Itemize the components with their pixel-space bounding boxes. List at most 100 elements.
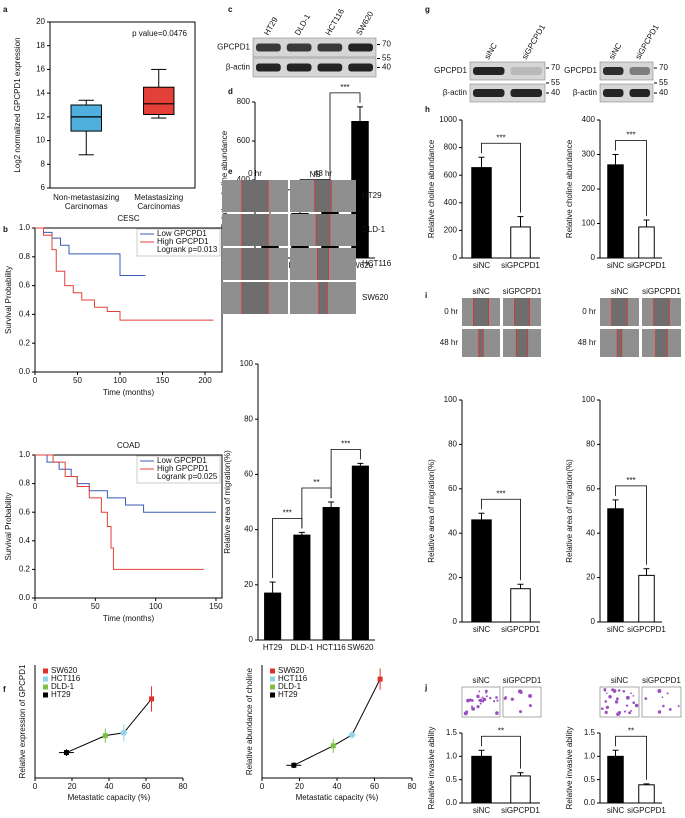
legend-label: Low GPCPD1 [157, 456, 207, 465]
y-axis-label: Survival Probability [4, 492, 13, 560]
stained-cell [603, 689, 606, 692]
micrograph [641, 686, 682, 718]
stained-cell [528, 704, 532, 708]
legend-label: HT29 [278, 690, 298, 699]
x-tick-label: siGPCPD1 [501, 261, 540, 270]
y-axis-label: Relative abundance of choline [245, 667, 254, 775]
legend-swatch [270, 668, 275, 674]
plot-frame [34, 454, 223, 599]
blot-band [317, 43, 343, 52]
y-tick-label: 60 [586, 484, 595, 493]
column-label: siNC [472, 676, 490, 685]
column-label: siGPCPD1 [503, 676, 542, 685]
x-tick-label: Non-metastasizing Carcinomas [53, 193, 120, 211]
y-tick-label: 60 [448, 484, 457, 493]
stained-cell [614, 700, 619, 704]
stained-cell [630, 709, 633, 712]
stained-cell [485, 691, 488, 694]
stained-cell [510, 697, 514, 701]
x-tick-label: siNC [473, 625, 491, 634]
x-tick-label: 0 [33, 782, 38, 791]
y-tick-label: 20 [36, 17, 45, 26]
significance-label: *** [283, 508, 292, 517]
scratch-gap [514, 298, 530, 326]
y-tick-label: 40 [448, 528, 457, 537]
y-tick-label: 100 [444, 395, 458, 404]
panel-label: c [228, 5, 233, 14]
panel-label: h [425, 105, 430, 114]
y-tick-label: 0.2 [19, 565, 31, 574]
scratch-gap [478, 329, 484, 357]
blot-row-label: GPCPD1 [564, 66, 597, 75]
y-tick-label: 40 [586, 528, 595, 537]
y-axis-label: Survival Probability [4, 266, 13, 334]
stained-cell [519, 710, 523, 714]
column-label: siNC [472, 287, 490, 296]
marker-label: 70 [382, 40, 391, 49]
y-tick-label: 800 [237, 97, 251, 106]
x-tick-label: siGPCPD1 [627, 261, 666, 270]
blot-band [603, 89, 624, 97]
y-tick-label: 1.0 [446, 751, 458, 760]
stained-cell [471, 705, 473, 708]
row-label: 0 hr [582, 307, 596, 316]
blot-strip [599, 61, 654, 81]
x-tick-label: DLD-1 [290, 643, 314, 652]
column-label: siGPCPD1 [642, 676, 681, 685]
bar [293, 534, 311, 641]
chart-title: COAD [117, 441, 140, 450]
stained-cell [630, 692, 632, 695]
scratch-gap [655, 329, 668, 357]
y-tick-label: 0.4 [19, 536, 31, 545]
row-label: 48 hr [578, 338, 597, 347]
lane-label: HCT116 [324, 7, 347, 37]
legend-label: DLD-1 [51, 682, 75, 691]
stained-cell [644, 697, 648, 700]
y-tick-label: 0 [591, 253, 596, 262]
x-tick-label: 100 [149, 602, 163, 611]
point [63, 750, 69, 756]
panel-label: a [3, 5, 8, 14]
legend-label: High GPCPD1 [157, 464, 209, 473]
point [330, 743, 336, 749]
column-label: siNC [611, 287, 629, 296]
significance-label: *** [626, 131, 635, 140]
blot-row-label: β-actin [226, 63, 250, 72]
x-axis-label: Metastatic capacity (%) [68, 793, 151, 802]
stained-cell [661, 696, 664, 699]
y-axis-label: Relative choline abundance [565, 139, 574, 238]
row-label: HT29 [362, 191, 382, 200]
significance-bracket [615, 735, 647, 780]
y-tick-label: 1.0 [19, 223, 31, 232]
y-tick-label: 0.0 [584, 798, 596, 807]
stained-cell [634, 703, 639, 708]
x-tick-label: siGPCPD1 [627, 625, 666, 634]
x-tick-label: 100 [113, 376, 127, 385]
y-tick-label: 0 [249, 635, 254, 644]
y-tick-label: 0.8 [19, 252, 31, 261]
blot-band [473, 89, 505, 97]
stained-cell [662, 704, 665, 708]
x-tick-label: 50 [91, 602, 100, 611]
significance-label: ** [313, 478, 319, 487]
significance-label: ** [498, 726, 504, 735]
lane-label: siNC [483, 41, 500, 61]
y-tick-label: 100 [582, 219, 596, 228]
x-tick-label: 150 [209, 602, 223, 611]
y-tick-label: 400 [237, 175, 251, 184]
significance-label: NS [309, 170, 320, 179]
scratch-gap [617, 329, 622, 357]
x-tick-label: 40 [333, 782, 342, 791]
panel-label: d [228, 87, 233, 96]
point [349, 732, 355, 738]
bar [638, 574, 655, 623]
bar [471, 755, 492, 804]
y-tick-label: 20 [586, 573, 595, 582]
bar [471, 167, 492, 259]
stained-cell [605, 692, 608, 695]
legend-label: Low GPCPD1 [157, 229, 207, 238]
y-tick-label: 8 [41, 159, 46, 168]
blot-band [256, 63, 281, 72]
y-axis-label: Relative area of migration(%) [223, 450, 232, 554]
